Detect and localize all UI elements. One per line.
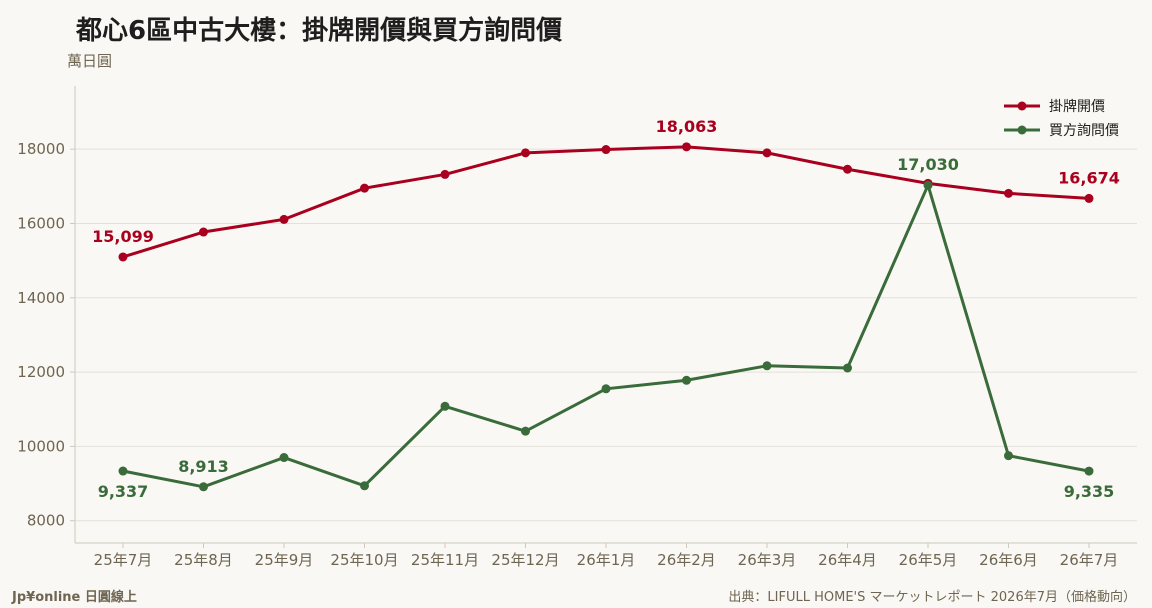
y-tick-label: 10000 bbox=[17, 437, 65, 455]
x-tick-label: 26年6月 bbox=[979, 551, 1038, 569]
y-tick-label: 16000 bbox=[17, 214, 65, 232]
data-point bbox=[1004, 451, 1013, 461]
data-point bbox=[762, 361, 772, 371]
chart-title: 都心6區中古大樓：掛牌開價與買方詢問價 bbox=[76, 16, 563, 46]
data-point bbox=[601, 145, 611, 155]
x-tick-labels: 25年7月 25年8月 25年9月 25年10月 25年11月 25年12月 26年1月 26… bbox=[94, 551, 1119, 569]
data-label: 17,030 bbox=[897, 155, 959, 174]
x-tick-label: 25年9月 bbox=[255, 551, 314, 569]
data-point bbox=[682, 142, 691, 152]
data-point bbox=[360, 481, 369, 491]
data-point bbox=[279, 214, 289, 224]
data-point bbox=[521, 426, 530, 436]
legend-swatch-marker bbox=[1017, 125, 1027, 135]
data-point bbox=[199, 227, 208, 237]
x-tick-label: 26年5月 bbox=[899, 551, 958, 569]
data-point bbox=[199, 482, 208, 492]
x-tick-label: 25年12月 bbox=[491, 551, 559, 569]
legend-swatch-marker bbox=[1017, 101, 1027, 111]
data-point bbox=[521, 148, 530, 158]
x-tick-label: 25年8月 bbox=[174, 551, 233, 569]
data-point bbox=[682, 375, 691, 385]
data-label: 8,913 bbox=[178, 457, 229, 476]
data-point bbox=[360, 183, 369, 193]
axes bbox=[70, 86, 1137, 548]
y-tick-label: 14000 bbox=[17, 289, 65, 307]
y-tick-labels: 8000 10000 12000 14000 16000 18000 bbox=[17, 140, 65, 530]
legend-label: 買方詢問價 bbox=[1049, 122, 1119, 139]
data-point bbox=[1084, 193, 1094, 203]
data-point bbox=[118, 252, 128, 262]
brand-footer: Jp¥online 日圓線上 bbox=[12, 590, 137, 605]
y-tick-label: 12000 bbox=[17, 363, 65, 381]
data-point bbox=[440, 169, 450, 179]
y-tick-label: 8000 bbox=[27, 512, 65, 530]
data-point bbox=[1084, 466, 1094, 476]
x-tick-label: 25年11月 bbox=[411, 551, 479, 569]
data-label: 9,335 bbox=[1064, 482, 1115, 501]
data-label: 15,099 bbox=[92, 227, 154, 246]
data-point bbox=[762, 148, 772, 158]
series-line bbox=[122, 183, 1090, 489]
series-lines bbox=[118, 142, 1094, 492]
data-label: 9,337 bbox=[98, 482, 149, 501]
data-point bbox=[923, 180, 933, 190]
x-tick-label: 26年4月 bbox=[818, 551, 877, 569]
source-footer: 出典：LIFULL HOME'S マーケットレポート 2026年7月（価格動向） bbox=[728, 590, 1136, 605]
data-point bbox=[118, 466, 128, 476]
data-point bbox=[279, 453, 289, 463]
y-axis-unit-label: 萬日圓 bbox=[67, 52, 113, 70]
legend-label: 掛牌開價 bbox=[1049, 98, 1105, 115]
data-label: 16,674 bbox=[1058, 168, 1120, 187]
data-point bbox=[843, 363, 852, 373]
x-tick-label: 26年7月 bbox=[1060, 551, 1119, 569]
y-tick-label: 18000 bbox=[17, 140, 65, 158]
gridlines bbox=[75, 148, 1137, 522]
data-point bbox=[601, 384, 611, 394]
x-tick-label: 25年10月 bbox=[330, 551, 398, 569]
x-tick-label: 25年7月 bbox=[94, 551, 153, 569]
x-tick-label: 26年2月 bbox=[657, 551, 716, 569]
data-point bbox=[440, 401, 450, 411]
data-point bbox=[1004, 188, 1013, 198]
x-tick-label: 26年3月 bbox=[738, 551, 797, 569]
data-label: 18,063 bbox=[656, 117, 718, 136]
data-labels: 15,099 18,063 16,674 9,337 8,913 17,030 9,335 bbox=[92, 117, 1120, 501]
data-point bbox=[843, 164, 852, 174]
x-tick-label: 26年1月 bbox=[577, 551, 636, 569]
